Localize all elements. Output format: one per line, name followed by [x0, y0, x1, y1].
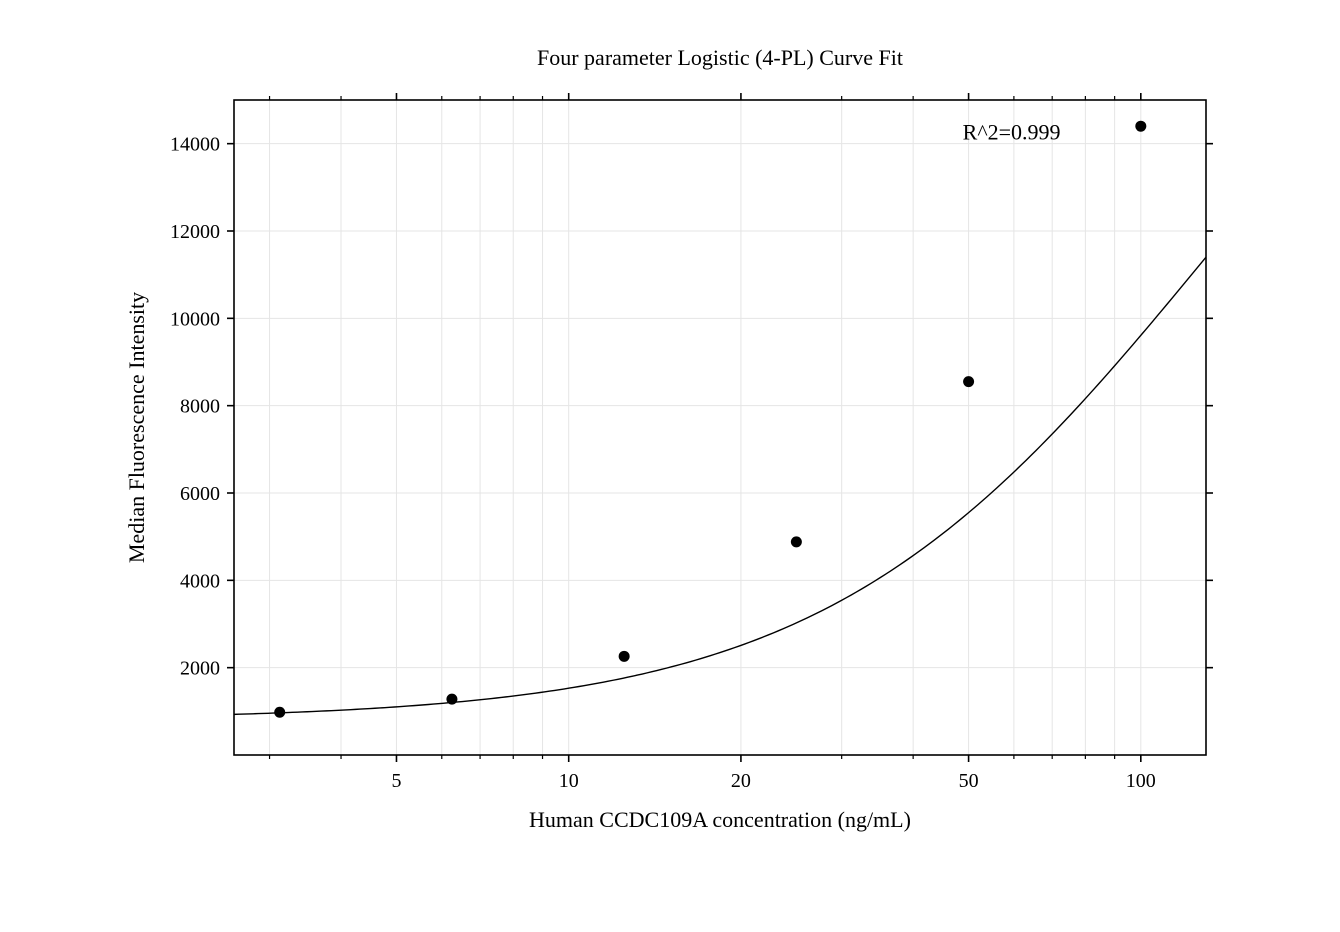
data-point: [791, 536, 802, 547]
y-tick-label: 8000: [180, 396, 220, 418]
y-tick-label: 2000: [180, 658, 220, 680]
data-point: [1135, 121, 1146, 132]
chart-title: Four parameter Logistic (4-PL) Curve Fit: [537, 45, 903, 70]
r-squared-annotation: R^2=0.999: [963, 119, 1061, 144]
x-tick-label: 100: [1126, 770, 1156, 792]
data-point: [274, 707, 285, 718]
x-tick-label: 20: [731, 770, 751, 792]
x-tick-label: 5: [391, 770, 401, 792]
y-tick-label: 12000: [170, 221, 220, 243]
chart-container: 5 10 20 50 100 2000 4000 6000 8000 10000 12000 1400…: [0, 0, 1340, 927]
y-tick-label: 10000: [170, 308, 220, 330]
y-tick-label: 6000: [180, 483, 220, 505]
x-tick-label: 50: [959, 770, 979, 792]
x-axis-label: Human CCDC109A concentration (ng/mL): [529, 807, 911, 832]
y-axis-label: Median Fluorescence Intensity: [124, 292, 149, 563]
data-point: [963, 376, 974, 387]
data-point: [619, 651, 630, 662]
y-tick-label: 14000: [170, 134, 220, 156]
data-point: [446, 694, 457, 705]
y-tick-label: 4000: [180, 570, 220, 592]
chart-svg: 5 10 20 50 100 2000 4000 6000 8000 10000 12000 1400…: [0, 0, 1340, 927]
x-tick-label: 10: [559, 770, 579, 792]
